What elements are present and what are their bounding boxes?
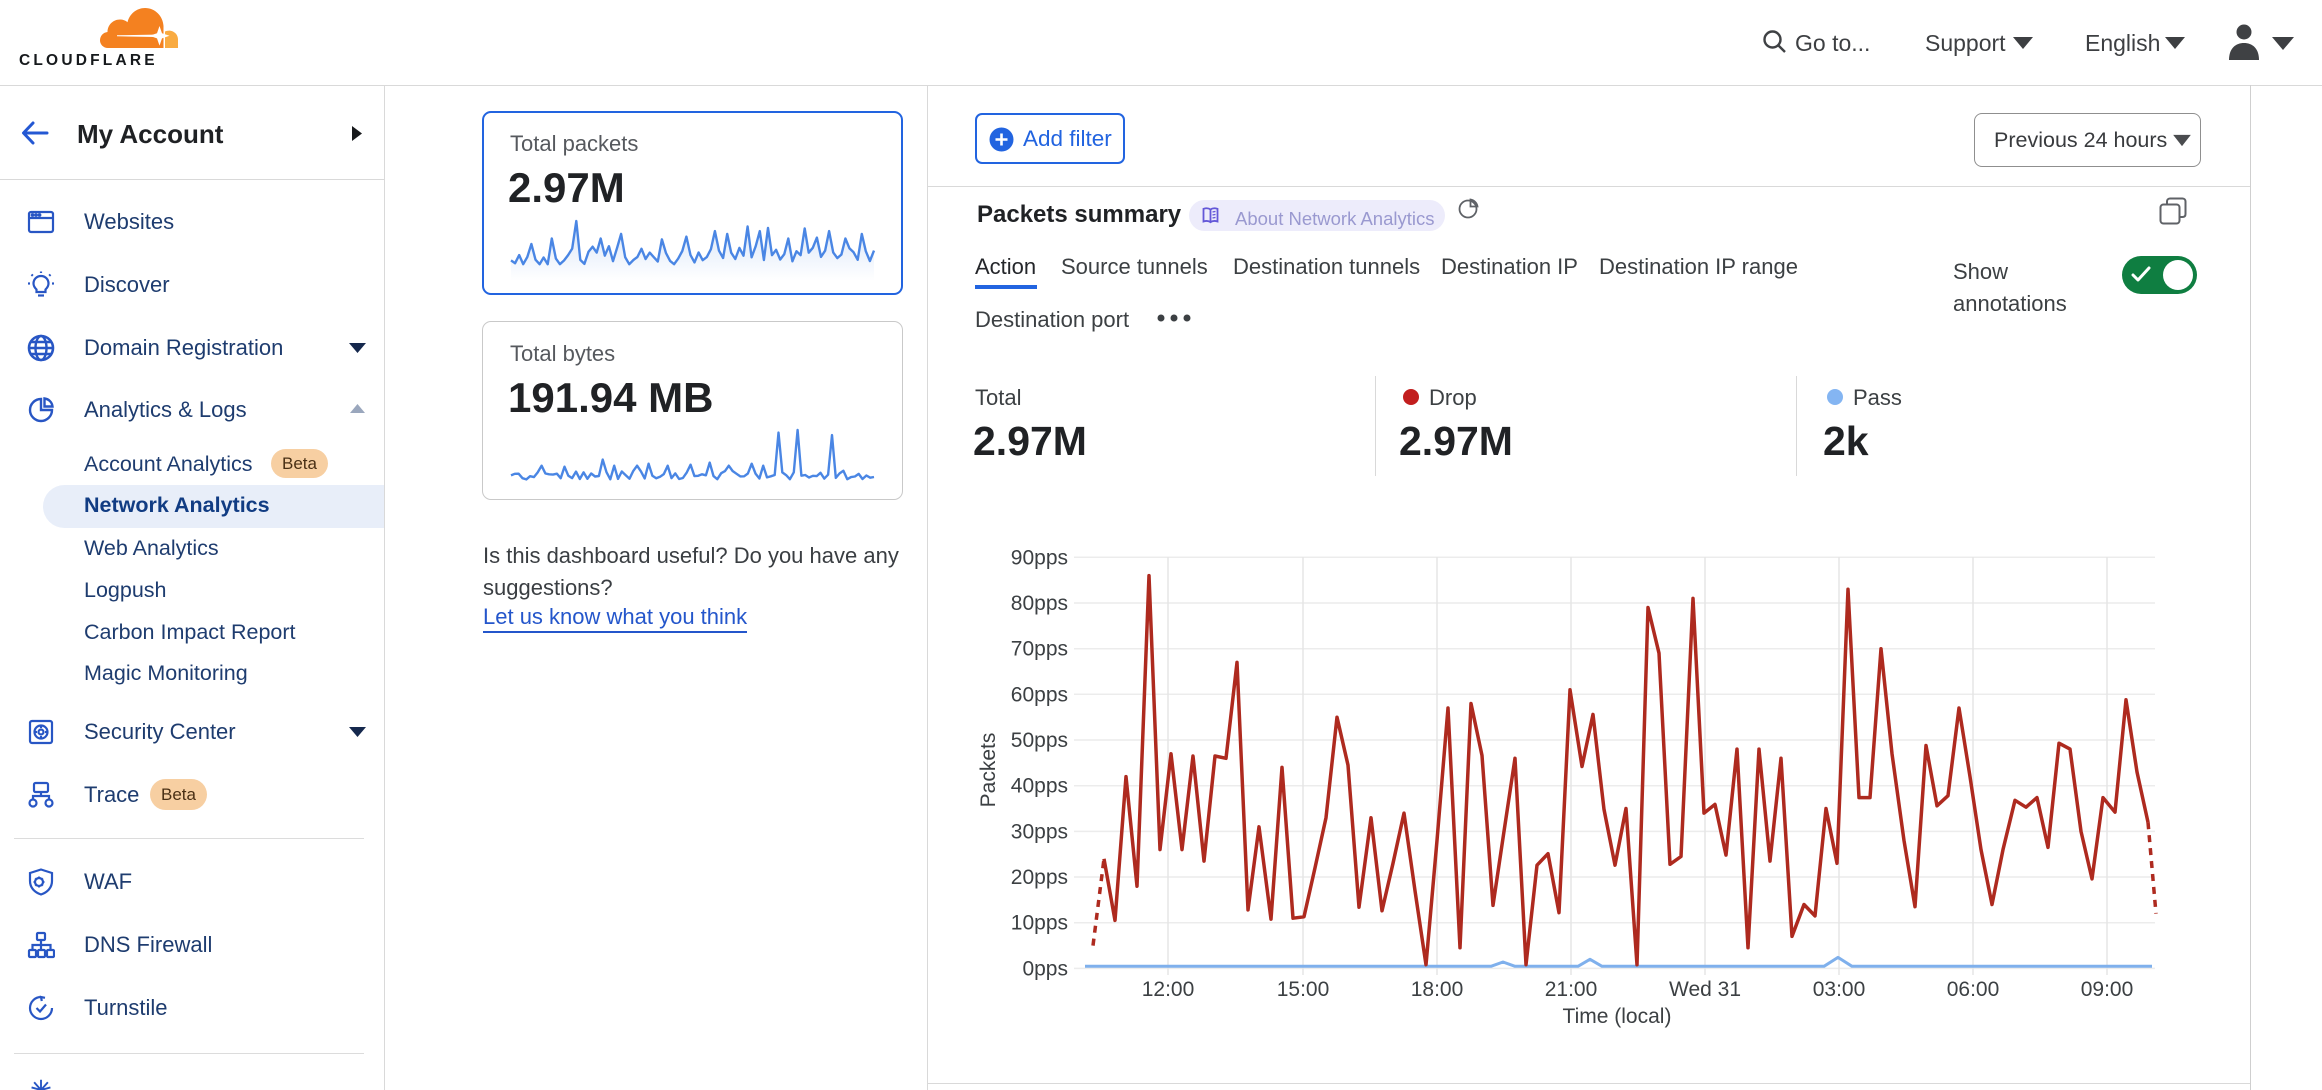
- svg-text:10pps: 10pps: [1011, 912, 1068, 935]
- svg-text:09:00: 09:00: [2081, 978, 2134, 1001]
- svg-text:15:00: 15:00: [1277, 978, 1330, 1001]
- svg-text:Packets: Packets: [977, 733, 1000, 808]
- svg-text:12:00: 12:00: [1142, 978, 1195, 1001]
- svg-text:Wed 31: Wed 31: [1669, 978, 1741, 1001]
- svg-text:20pps: 20pps: [1011, 866, 1068, 889]
- svg-text:Time (local): Time (local): [1563, 1005, 1672, 1028]
- svg-text:70pps: 70pps: [1011, 638, 1068, 661]
- svg-text:18:00: 18:00: [1411, 978, 1464, 1001]
- svg-text:0pps: 0pps: [1022, 957, 1068, 980]
- svg-text:60pps: 60pps: [1011, 683, 1068, 706]
- svg-text:03:00: 03:00: [1813, 978, 1866, 1001]
- svg-text:50pps: 50pps: [1011, 729, 1068, 752]
- svg-text:06:00: 06:00: [1947, 978, 2000, 1001]
- svg-text:40pps: 40pps: [1011, 775, 1068, 798]
- svg-text:80pps: 80pps: [1011, 592, 1068, 615]
- svg-text:90pps: 90pps: [1011, 546, 1068, 569]
- svg-text:30pps: 30pps: [1011, 820, 1068, 843]
- svg-text:21:00: 21:00: [1545, 978, 1598, 1001]
